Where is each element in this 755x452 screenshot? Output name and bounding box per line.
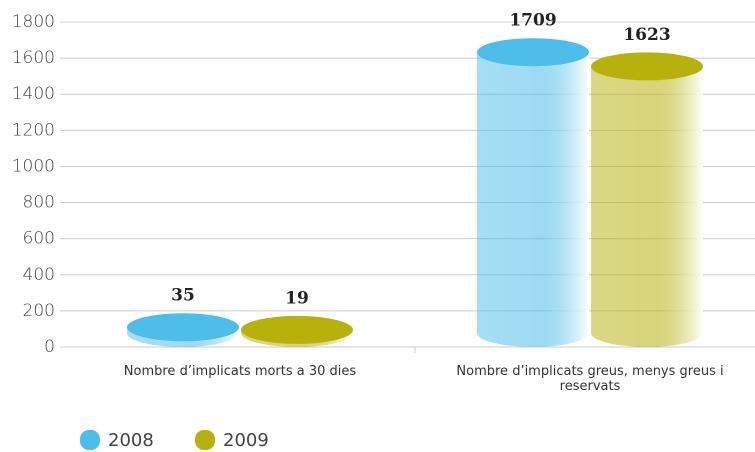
value-label: 19 xyxy=(285,288,309,308)
legend-label: 2008 xyxy=(108,430,154,451)
y-tick-label: 800 xyxy=(23,193,55,213)
y-tick-label: 1600 xyxy=(12,48,55,68)
cylinder-body xyxy=(591,66,703,347)
y-tick-label: 1400 xyxy=(12,84,55,104)
x-tick-label: Nombre d’implicats morts a 30 dies xyxy=(123,364,357,379)
y-tick-label: 600 xyxy=(23,229,55,249)
y-tick-label: 400 xyxy=(23,265,55,285)
y-tick-label: 1200 xyxy=(12,120,55,140)
cylinder-body xyxy=(477,52,589,347)
cylinder-top xyxy=(591,52,703,81)
y-tick-label: 1000 xyxy=(12,156,55,176)
y-tick-label: 0 xyxy=(44,337,55,357)
y-tick-label: 1800 xyxy=(12,12,55,32)
x-tick-label: Nombre d’implicats greus, menys greus i … xyxy=(456,364,724,394)
y-tick-label: 200 xyxy=(23,301,55,321)
value-label: 1709 xyxy=(509,11,556,31)
legend-swatch xyxy=(195,430,215,450)
cylinder-top xyxy=(477,38,589,67)
cylinder-top xyxy=(127,313,239,342)
value-label: 1623 xyxy=(623,25,670,45)
legend-swatch xyxy=(80,430,100,450)
cylinder-top xyxy=(241,315,353,344)
value-label: 35 xyxy=(171,286,195,306)
legend-label: 2009 xyxy=(223,430,269,451)
